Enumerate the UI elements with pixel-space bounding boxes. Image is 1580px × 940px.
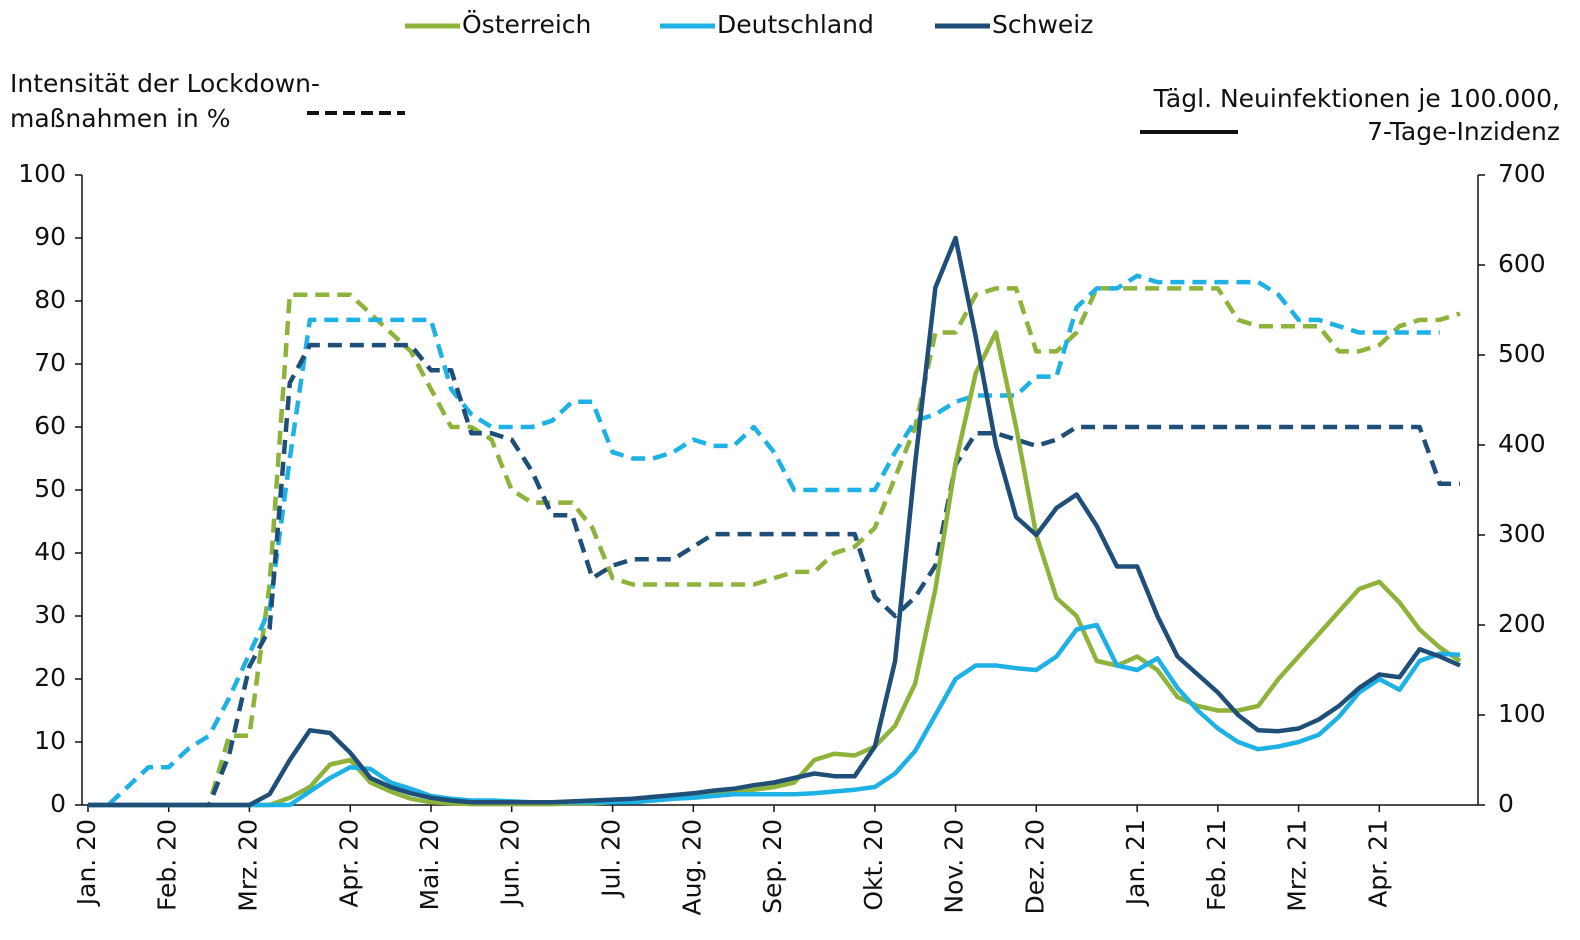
y-tick-label: 80: [34, 285, 66, 314]
x-tick-label: Feb. 21: [1202, 819, 1231, 911]
y2-tick-label: 0: [1498, 789, 1514, 818]
incidence-line: [88, 330, 1462, 808]
y-tick-label: 90: [34, 222, 66, 251]
y-tick-label: 20: [34, 663, 66, 692]
x-tick-label: Nov. 20: [940, 819, 969, 914]
x-tick-label: Mrz. 20: [233, 819, 262, 912]
y2-tick-label: 700: [1498, 159, 1546, 188]
y2-tick-label: 500: [1498, 339, 1546, 368]
y2-axis-title: Tägl. Neuinfektionen je 100.000,: [1153, 84, 1560, 113]
y-tick-label: 40: [34, 537, 66, 566]
x-tick-label: Sep. 20: [758, 819, 787, 914]
y2-tick-label: 200: [1498, 609, 1546, 638]
legend-label: Österreich: [462, 10, 591, 39]
lockdown-line: [88, 273, 1440, 808]
y2-tick-label: 400: [1498, 429, 1546, 458]
y-tick-label: 60: [34, 411, 66, 440]
x-tick-label: Jun. 20: [496, 819, 525, 908]
x-tick-label: Okt. 20: [859, 819, 888, 911]
y-tick-label: 100: [18, 159, 66, 188]
legend-label: Deutschland: [717, 10, 874, 39]
y2-tick-label: 600: [1498, 249, 1546, 278]
x-tick-label: Apr. 21: [1363, 819, 1392, 908]
legend: Österreich Deutschland Schweiz: [405, 10, 1093, 39]
y-tick-label: 50: [34, 474, 66, 503]
x-tick-label: Mrz. 21: [1283, 819, 1312, 912]
x-tick-label: Jul. 20: [597, 819, 626, 899]
lockdown-line: [88, 342, 1460, 808]
x-tick-label: Dez. 20: [1020, 819, 1049, 914]
x-tick-label: Aug. 20: [677, 819, 706, 916]
y-tick-label: 10: [34, 726, 66, 755]
y-axis-title: Intensität der Lockdown-: [10, 69, 320, 98]
x-tick-label: Jan. 21: [1121, 819, 1150, 907]
incidence-line: [88, 622, 1461, 808]
y-tick-label: 0: [50, 789, 66, 818]
x-tick-label: Mai. 20: [415, 819, 444, 911]
legend-label: Schweiz: [992, 10, 1093, 39]
y-tick-label: 70: [34, 348, 66, 377]
y-axis-title: maßnahmen in %: [10, 104, 230, 133]
incidence-line: [88, 235, 1461, 808]
x-tick-label: Feb. 20: [153, 819, 182, 911]
y2-tick-label: 100: [1498, 699, 1546, 728]
y2-axis-title: 7-Tage-Inzidenz: [1367, 117, 1560, 146]
lockdown-line: [88, 286, 1461, 808]
x-tick-label: Apr. 20: [334, 819, 363, 908]
y2-tick-label: 300: [1498, 519, 1546, 548]
y-tick-label: 30: [34, 600, 66, 629]
x-tick-label: Jan. 20: [72, 819, 101, 907]
